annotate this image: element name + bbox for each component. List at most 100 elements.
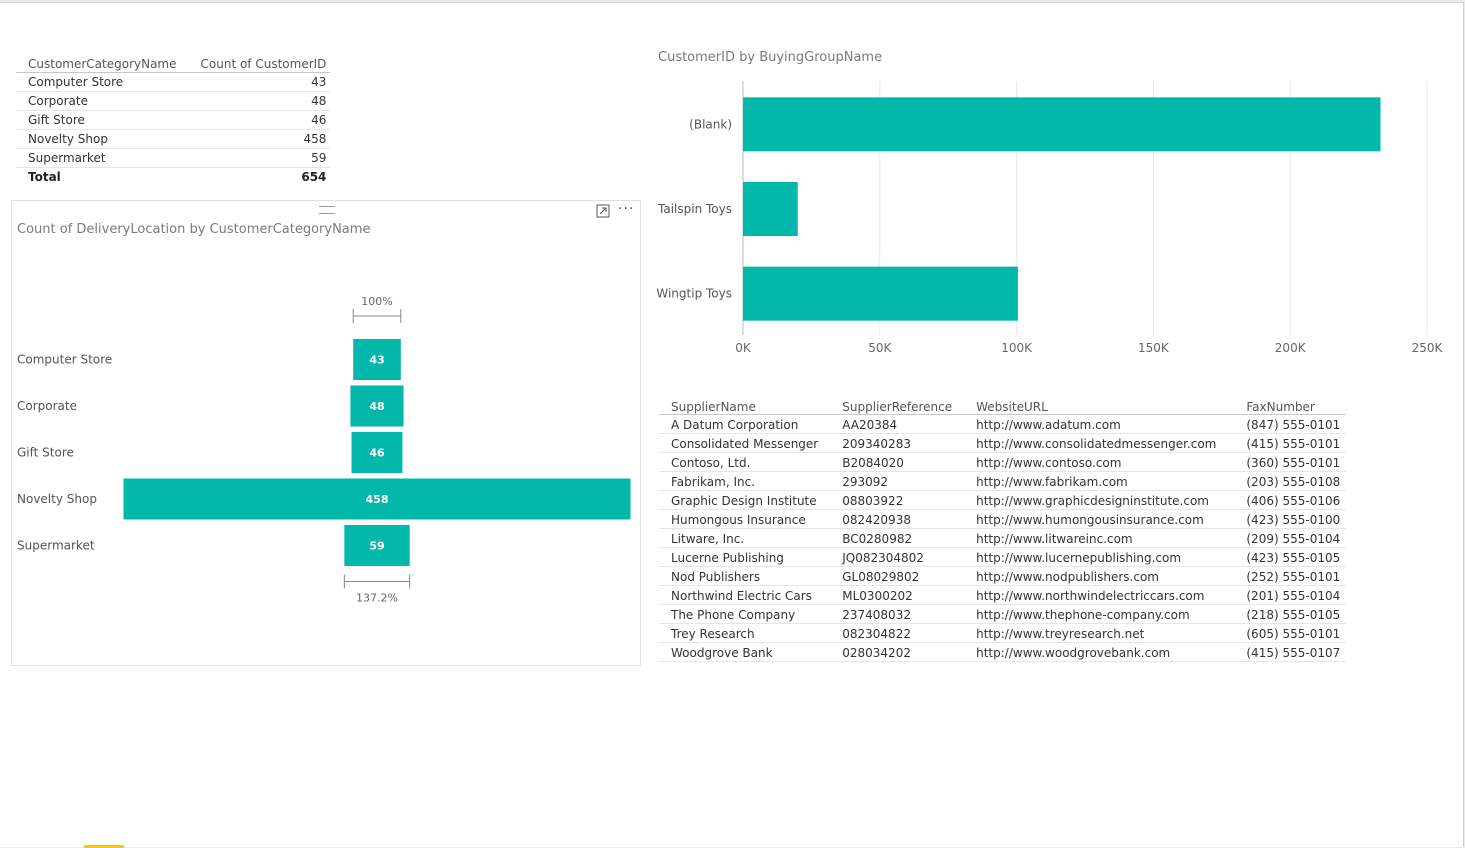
table-row[interactable]: Trey Research 082304822 http://www.treyres… bbox=[659, 623, 1347, 643]
bar bbox=[743, 266, 1018, 321]
category-label: Wingtip Toys bbox=[656, 287, 732, 301]
supplier-name-cell: Northwind Electric Cars bbox=[659, 585, 831, 605]
fax-number-cell: (415) 555-0101 bbox=[1234, 433, 1347, 453]
category-label: Tailspin Toys bbox=[657, 202, 732, 216]
table-row[interactable]: The Phone Company 237408032 http://www.the… bbox=[659, 604, 1347, 624]
funnel-bar bbox=[353, 339, 401, 380]
drag-handle-icon[interactable] bbox=[319, 206, 335, 214]
fax-number-cell: (218) 555-0105 bbox=[1234, 604, 1347, 624]
fax-number-cell: (360) 555-0101 bbox=[1234, 452, 1347, 472]
funnel-bar bbox=[344, 525, 410, 566]
category-label: Novelty Shop bbox=[17, 492, 97, 506]
category-label: Computer Store bbox=[17, 353, 112, 367]
fax-number-cell: (415) 555-0107 bbox=[1234, 642, 1347, 662]
supplier-table[interactable]: SupplierName SupplierReference WebsiteUR… bbox=[659, 397, 1347, 662]
website-url-cell: http://www.contoso.com bbox=[964, 452, 1235, 472]
fax-number-cell: (847) 555-0101 bbox=[1234, 414, 1347, 434]
supplier-reference-cell: 08803922 bbox=[830, 490, 965, 510]
table-row[interactable]: Northwind Electric Cars ML0300202 http://w… bbox=[659, 585, 1347, 605]
funnel-visual[interactable]: ··· Count of DeliveryLocation by Custome… bbox=[11, 200, 641, 666]
supplier-name-cell: Woodgrove Bank bbox=[659, 642, 831, 662]
table-row[interactable]: Computer Store 43 bbox=[16, 72, 331, 92]
website-url-cell: http://www.humongousinsurance.com bbox=[964, 509, 1235, 529]
table-row[interactable]: A Datum Corporation AA20384 http://www.ada… bbox=[659, 414, 1347, 434]
category-table[interactable]: CustomerCategoryName Count of CustomerID… bbox=[16, 53, 331, 186]
fax-number-cell: (201) 555-0104 bbox=[1234, 585, 1347, 605]
column-header[interactable]: WebsiteURL bbox=[964, 397, 1235, 415]
category-cell: Corporate bbox=[16, 91, 183, 111]
supplier-reference-cell: ML0300202 bbox=[830, 585, 965, 605]
website-url-cell: http://www.nodpublishers.com bbox=[964, 566, 1235, 586]
fax-number-cell: (209) 555-0104 bbox=[1234, 528, 1347, 548]
supplier-name-cell: Graphic Design Institute bbox=[659, 490, 831, 510]
table-header-row: SupplierName SupplierReference WebsiteUR… bbox=[659, 397, 1347, 415]
x-tick-label: 150K bbox=[1138, 341, 1170, 355]
bar-chart: 0K 50K 100K 150K 200K 250K (Blank) Tailspin Toy… bbox=[656, 81, 1444, 355]
website-url-cell: http://www.graphicdesigninstitute.com bbox=[964, 490, 1235, 510]
page-tab-indicator[interactable] bbox=[84, 845, 124, 848]
more-options-icon[interactable]: ··· bbox=[618, 201, 635, 217]
table-row[interactable]: Consolidated Messenger 209340283 http://ww… bbox=[659, 433, 1347, 453]
bar-chart-visual[interactable]: CustomerID by BuyingGroupName 0K 50K 100K 1… bbox=[650, 43, 1450, 373]
x-tick-label: 250K bbox=[1412, 341, 1444, 355]
category-label: Supermarket bbox=[17, 539, 95, 553]
supplier-name-cell: Nod Publishers bbox=[659, 566, 831, 586]
data-label: 59 bbox=[369, 540, 384, 553]
count-cell: 43 bbox=[182, 72, 331, 92]
category-label: (Blank) bbox=[689, 117, 732, 131]
table-row[interactable]: Woodgrove Bank 028034202 http://www.woodgr… bbox=[659, 642, 1347, 662]
supplier-name-cell: The Phone Company bbox=[659, 604, 831, 624]
table-row[interactable]: Novelty Shop 458 bbox=[16, 129, 331, 149]
column-header[interactable]: SupplierName bbox=[659, 397, 831, 415]
table-row[interactable]: Humongous Insurance 082420938 http://www.h… bbox=[659, 509, 1347, 529]
column-header[interactable]: CustomerCategoryName bbox=[16, 53, 183, 73]
supplier-reference-cell: JQ082304802 bbox=[830, 547, 965, 567]
category-cell: Computer Store bbox=[16, 72, 183, 92]
supplier-reference-cell: 237408032 bbox=[830, 604, 965, 624]
top-percent-label: 100% bbox=[361, 295, 392, 308]
table-row[interactable]: Lucerne Publishing JQ082304802 http://www.… bbox=[659, 547, 1347, 567]
table-row[interactable]: Nod Publishers GL08029802 http://www.nodpu… bbox=[659, 566, 1347, 586]
count-cell: 48 bbox=[182, 91, 331, 111]
table-row[interactable]: Graphic Design Institute 08803922 http://w… bbox=[659, 490, 1347, 510]
focus-mode-icon[interactable] bbox=[596, 204, 610, 218]
table-row[interactable]: Fabrikam, Inc. 293092 http://www.fabrikam.… bbox=[659, 471, 1347, 491]
website-url-cell: http://www.adatum.com bbox=[964, 414, 1235, 434]
category-label: Corporate bbox=[17, 399, 77, 413]
bar bbox=[743, 97, 1381, 152]
count-cell: 46 bbox=[182, 110, 331, 130]
total-label: Total bbox=[16, 167, 183, 186]
fax-number-cell: (252) 555-0101 bbox=[1234, 566, 1347, 586]
supplier-name-cell: Lucerne Publishing bbox=[659, 547, 831, 567]
supplier-reference-cell: 028034202 bbox=[830, 642, 965, 662]
data-label: 458 bbox=[366, 493, 389, 506]
fax-number-cell: (406) 555-0106 bbox=[1234, 490, 1347, 510]
category-cell: Novelty Shop bbox=[16, 129, 183, 149]
table-row[interactable]: Corporate 48 bbox=[16, 91, 331, 111]
table-row[interactable]: Supermarket 59 bbox=[16, 148, 331, 168]
supplier-reference-cell: 209340283 bbox=[830, 433, 965, 453]
website-url-cell: http://www.consolidatedmessenger.com bbox=[964, 433, 1235, 453]
bottom-percent-label: 137.2% bbox=[356, 592, 398, 605]
fax-number-cell: (605) 555-0101 bbox=[1234, 623, 1347, 643]
table-row[interactable]: Litware, Inc. BC0280982 http://www.litware… bbox=[659, 528, 1347, 548]
website-url-cell: http://www.litwareinc.com bbox=[964, 528, 1235, 548]
table-row[interactable]: Contoso, Ltd. B2084020 http://www.contoso.… bbox=[659, 452, 1347, 472]
website-url-cell: http://www.thephone-company.com bbox=[964, 604, 1235, 624]
data-label: 43 bbox=[369, 354, 384, 367]
data-label: 46 bbox=[369, 447, 385, 460]
supplier-reference-cell: 082304822 bbox=[830, 623, 965, 643]
website-url-cell: http://www.lucernepublishing.com bbox=[964, 547, 1235, 567]
fax-number-cell: (203) 555-0108 bbox=[1234, 471, 1347, 491]
column-header[interactable]: FaxNumber bbox=[1234, 397, 1347, 415]
category-cell: Gift Store bbox=[16, 110, 183, 130]
column-header[interactable]: Count of CustomerID bbox=[182, 53, 331, 73]
table-header-row: CustomerCategoryName Count of CustomerID bbox=[16, 53, 331, 73]
table-row[interactable]: Gift Store 46 bbox=[16, 110, 331, 130]
total-row: Total 654 bbox=[16, 167, 331, 186]
column-header[interactable]: SupplierReference bbox=[830, 397, 965, 415]
funnel-title: Count of DeliveryLocation by CustomerCat… bbox=[17, 222, 371, 237]
funnel-bar bbox=[123, 478, 631, 520]
supplier-reference-cell: GL08029802 bbox=[830, 566, 965, 586]
supplier-name-cell: Humongous Insurance bbox=[659, 509, 831, 529]
